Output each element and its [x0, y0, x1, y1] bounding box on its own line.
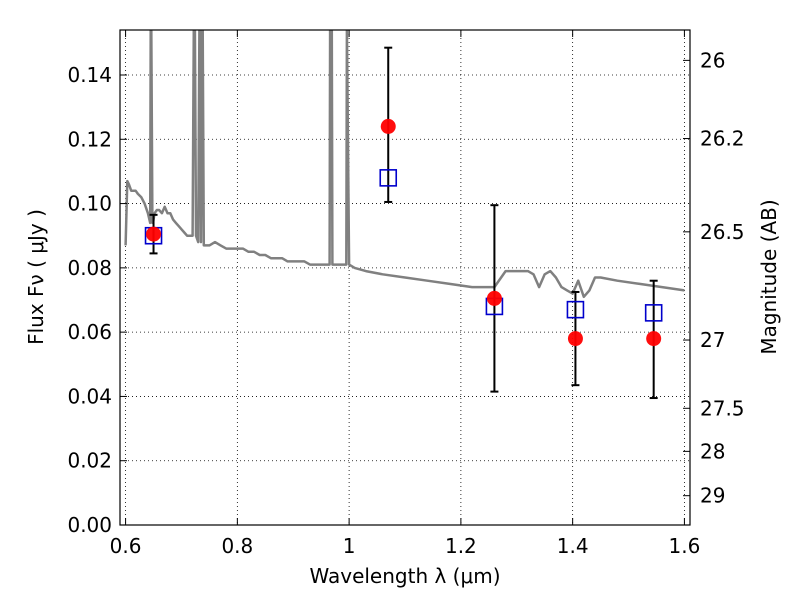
ticks: 0.6 0.8 1 1.2 1.4 1.6 0.00 0.02 0.04 0.06 0.08 0.10… — [67, 30, 745, 558]
x-tick-label: 1 — [343, 534, 356, 558]
x-axis-label: Wavelength λ (μm) — [309, 564, 500, 588]
x-tick-label: 1.4 — [557, 534, 589, 558]
data-layer — [124, 30, 685, 400]
y2-tick-label: 28 — [700, 439, 725, 463]
y2-tick-label: 26.5 — [700, 220, 745, 244]
model-photometry-square — [566, 300, 585, 319]
x-tick-label: 0.8 — [221, 534, 253, 558]
y-axis-label: Flux Fν ( μJy ) — [24, 209, 48, 345]
spectrum-line — [124, 30, 685, 299]
model-photometry-square — [379, 169, 398, 187]
observed-photometry-point — [567, 331, 583, 347]
y2-tick-label: 29 — [700, 484, 725, 508]
x-tick-label: 1.2 — [445, 534, 477, 558]
y-tick-label: 0.08 — [67, 256, 112, 280]
y2-tick-label: 27.5 — [700, 396, 745, 420]
y-tick-label: 0.00 — [67, 513, 112, 537]
y2-tick-label: 26.2 — [700, 127, 745, 151]
right-y-axis-label: Magnitude (AB) — [757, 199, 781, 354]
plot-frame — [119, 29, 691, 526]
y-tick-label: 0.02 — [67, 449, 112, 473]
y-tick-label: 0.06 — [67, 320, 112, 344]
observed-photometry-point — [486, 290, 502, 306]
observed-photometry-point — [646, 331, 662, 347]
y-tick-label: 0.12 — [67, 127, 112, 151]
model-photometry-square — [644, 304, 663, 322]
y-tick-label: 0.10 — [67, 192, 112, 216]
x-tick-label: 1.6 — [669, 534, 701, 558]
observed-photometry-point — [146, 226, 162, 242]
y-tick-label: 0.14 — [67, 63, 112, 87]
y2-tick-label: 27 — [700, 328, 725, 352]
x-tick-label: 0.6 — [110, 534, 142, 558]
y2-tick-label: 26 — [700, 48, 725, 72]
y-tick-label: 0.04 — [67, 384, 112, 408]
observed-photometry-point — [380, 118, 396, 134]
